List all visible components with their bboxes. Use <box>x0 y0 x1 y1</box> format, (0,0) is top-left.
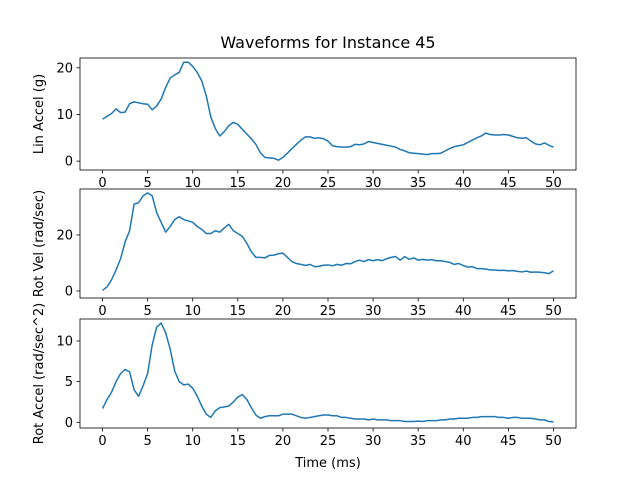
x-tick-label: 15 <box>230 434 247 449</box>
x-tick-label: 15 <box>230 304 247 319</box>
y-axis-label: Rot Accel (rad/sec^2) <box>32 303 47 445</box>
y-axis-label: Lin Accel (g) <box>32 74 47 154</box>
x-tick-label: 35 <box>410 176 427 191</box>
x-tick-label: 20 <box>275 176 292 191</box>
x-tick-label: 15 <box>230 176 247 191</box>
x-tick-label: 35 <box>410 434 427 449</box>
x-tick-label: 50 <box>545 434 562 449</box>
axes-frame <box>79 57 577 171</box>
chart-title: Waveforms for Instance 45 <box>220 33 435 52</box>
y-tick-label: 10 <box>56 334 73 349</box>
x-tick-label: 5 <box>143 434 151 449</box>
x-tick-label: 10 <box>184 304 201 319</box>
x-axis-label: Time (ms) <box>294 456 361 471</box>
x-tick-label: 45 <box>500 434 517 449</box>
y-tick-label: 20 <box>56 228 73 243</box>
x-tick-label: 30 <box>365 176 382 191</box>
y-tick-label: 0 <box>65 155 73 170</box>
x-tick-label: 40 <box>455 434 472 449</box>
line-series <box>101 322 554 423</box>
x-tick-label: 10 <box>184 176 201 191</box>
x-tick-label: 10 <box>184 434 201 449</box>
x-tick-label: 40 <box>455 176 472 191</box>
x-tick-label: 5 <box>143 176 151 191</box>
x-tick-label: 20 <box>275 304 292 319</box>
y-tick-label: 0 <box>65 284 73 299</box>
x-tick-label: 0 <box>98 176 106 191</box>
y-tick-label: 5 <box>65 375 73 390</box>
y-tick-label: 0 <box>65 416 73 431</box>
y-axis-label: Rot Vel (rad/sec) <box>32 190 47 297</box>
x-tick-label: 20 <box>275 434 292 449</box>
x-tick-label: 40 <box>455 304 472 319</box>
x-tick-label: 50 <box>545 304 562 319</box>
x-tick-label: 30 <box>365 434 382 449</box>
x-tick-label: 50 <box>545 176 562 191</box>
x-tick-label: 35 <box>410 304 427 319</box>
x-tick-label: 25 <box>320 176 337 191</box>
x-tick-label: 0 <box>98 434 106 449</box>
y-tick-label: 20 <box>56 61 73 76</box>
x-tick-label: 25 <box>320 434 337 449</box>
axes-frame <box>79 188 577 299</box>
x-tick-label: 45 <box>500 176 517 191</box>
x-tick-label: 5 <box>143 304 151 319</box>
x-tick-label: 0 <box>98 304 106 319</box>
y-tick-label: 10 <box>56 108 73 123</box>
x-tick-label: 25 <box>320 304 337 319</box>
x-tick-label: 30 <box>365 304 382 319</box>
x-tick-label: 45 <box>500 304 517 319</box>
line-series <box>102 192 554 292</box>
axes-frame <box>79 318 577 429</box>
line-series <box>102 61 554 161</box>
